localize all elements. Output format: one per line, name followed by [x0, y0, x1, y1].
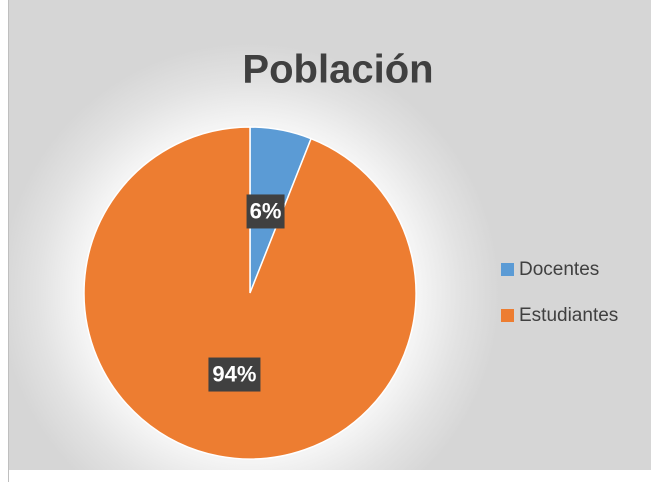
- legend-label: Estudiantes: [519, 305, 618, 326]
- legend-swatch: [501, 263, 514, 276]
- value-label-box: [246, 194, 285, 229]
- legend-label: Docentes: [519, 259, 599, 280]
- value-label: 6%: [250, 198, 282, 223]
- value-label: 94%: [212, 361, 256, 386]
- chart-title: Población: [242, 48, 433, 92]
- pie-slice: [83, 126, 417, 460]
- legend-swatch: [501, 309, 514, 322]
- value-label-box: [208, 357, 261, 392]
